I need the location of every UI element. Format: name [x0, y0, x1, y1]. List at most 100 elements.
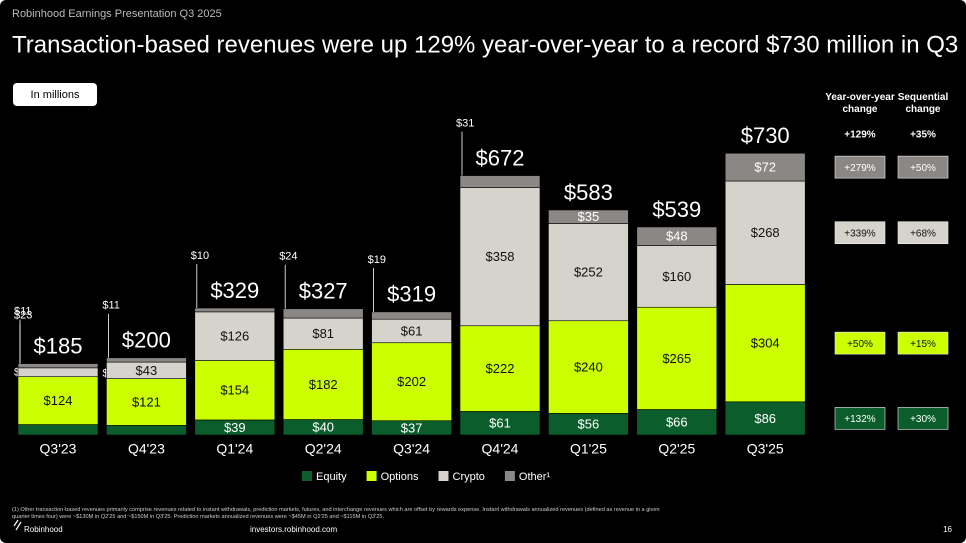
change-value: +339% [844, 228, 876, 239]
bar-segment [548, 209, 629, 224]
bar-segment [371, 311, 452, 320]
bar-segment [106, 378, 187, 426]
footnote: (1) Other transaction-based revenues pri… [12, 507, 660, 520]
value-label: $182 [309, 377, 338, 392]
bar-segment [724, 152, 806, 182]
badge-label: In millions [31, 89, 80, 101]
value-label: $40 [312, 420, 334, 435]
table-header: Sequential change [898, 92, 949, 115]
value-label: $39 [224, 420, 246, 435]
value-label: $160 [662, 269, 691, 284]
x-tick-label: Q3'25 [747, 441, 784, 457]
total-label: $539 [652, 197, 701, 222]
x-tick-label: Q1'24 [216, 441, 253, 457]
bar-segment [106, 425, 187, 436]
bar-segment [724, 284, 806, 403]
value-label: $43 [136, 363, 158, 378]
value-label: $48 [666, 229, 688, 244]
value-label: $124 [44, 393, 73, 408]
value-label: $265 [662, 351, 691, 366]
bar-segment [194, 307, 276, 313]
x-tick-label: Q4'24 [482, 441, 519, 457]
value-label: $19 [368, 254, 386, 266]
value-label: $358 [486, 249, 515, 264]
change-value: +35% [910, 130, 936, 141]
footnote-line: (1) Other transaction-based revenues pri… [12, 507, 660, 513]
value-label: $10 [191, 250, 209, 262]
total-label: $185 [34, 333, 83, 358]
bar-segment [636, 245, 718, 308]
value-label: $81 [312, 326, 334, 341]
bar-segment [548, 223, 629, 322]
change-box [897, 221, 949, 245]
x-tick-label: Q2'24 [305, 441, 342, 457]
table-header-line: change [905, 104, 940, 115]
bar-segment [724, 401, 806, 436]
value-label: $31 [456, 118, 474, 130]
bar-segment [459, 325, 541, 412]
change-value: +279% [844, 163, 876, 174]
bar-segment [282, 317, 364, 350]
value-label: $202 [397, 374, 426, 389]
total-label: $329 [210, 278, 259, 303]
total-label: $730 [741, 123, 790, 148]
change-box [897, 407, 949, 430]
value-label: $37 [401, 420, 423, 435]
value-label: $11 [14, 305, 32, 317]
deck-subtitle: Robinhood Earnings Presentation Q3 2025 [12, 8, 222, 20]
brand-icon [13, 519, 22, 531]
x-tick-label: Q2'25 [658, 441, 695, 457]
change-value: +132% [844, 414, 876, 425]
value-label: $61 [401, 323, 423, 338]
value-label: $86 [754, 411, 776, 426]
change-box [834, 407, 886, 430]
bar-segment [724, 180, 806, 285]
x-tick-label: Q1'25 [570, 441, 607, 457]
value-label: $61 [489, 416, 511, 431]
table-header-line: change [842, 104, 877, 115]
bar-segment [282, 349, 364, 420]
table-header-line: Sequential [898, 92, 949, 103]
change-value: +50% [910, 163, 936, 174]
bar-segment [636, 409, 718, 436]
total-label: $327 [299, 279, 348, 304]
table-header: Year-over-year change [825, 92, 895, 115]
bar-segment [636, 226, 718, 246]
footer-url: investors.robinhood.com [250, 525, 337, 534]
bar-segment [17, 376, 99, 425]
page-number: 16 [943, 525, 952, 534]
table-header-line: Year-over-year [825, 92, 895, 103]
value-label: $252 [574, 265, 603, 280]
bar-segment [106, 357, 187, 363]
bar-segment [194, 360, 276, 421]
change-value: +68% [910, 228, 936, 239]
change-value: +129% [844, 130, 876, 141]
value-label: $56 [578, 417, 600, 432]
total-label: $583 [564, 180, 613, 205]
bar-segment [282, 308, 364, 319]
change-box [834, 221, 886, 245]
bar-segment [17, 367, 99, 378]
x-tick-label: Q3'24 [393, 441, 430, 457]
chart-title: Transaction-based revenues were up 129% … [12, 31, 958, 58]
bar-segment [17, 424, 99, 436]
total-label: $200 [122, 328, 171, 353]
footnote-line: quarter times four) were ~$130M in Q2'25… [12, 514, 384, 520]
value-label: $121 [132, 394, 161, 409]
total-label: $319 [387, 282, 436, 307]
change-value: +50% [847, 339, 873, 350]
value-label: $23 [14, 310, 32, 322]
change-box [897, 331, 949, 355]
total-label: $672 [476, 145, 525, 170]
value-label: $268 [751, 225, 780, 240]
change-value: +30% [910, 414, 936, 425]
value-label: $222 [486, 361, 515, 376]
bar-segment [548, 320, 629, 414]
value-label: $240 [574, 360, 603, 375]
value-label: $24 [279, 251, 297, 263]
legend-swatch [438, 471, 449, 481]
legend-swatch [302, 471, 312, 481]
bar-segment [459, 187, 541, 327]
